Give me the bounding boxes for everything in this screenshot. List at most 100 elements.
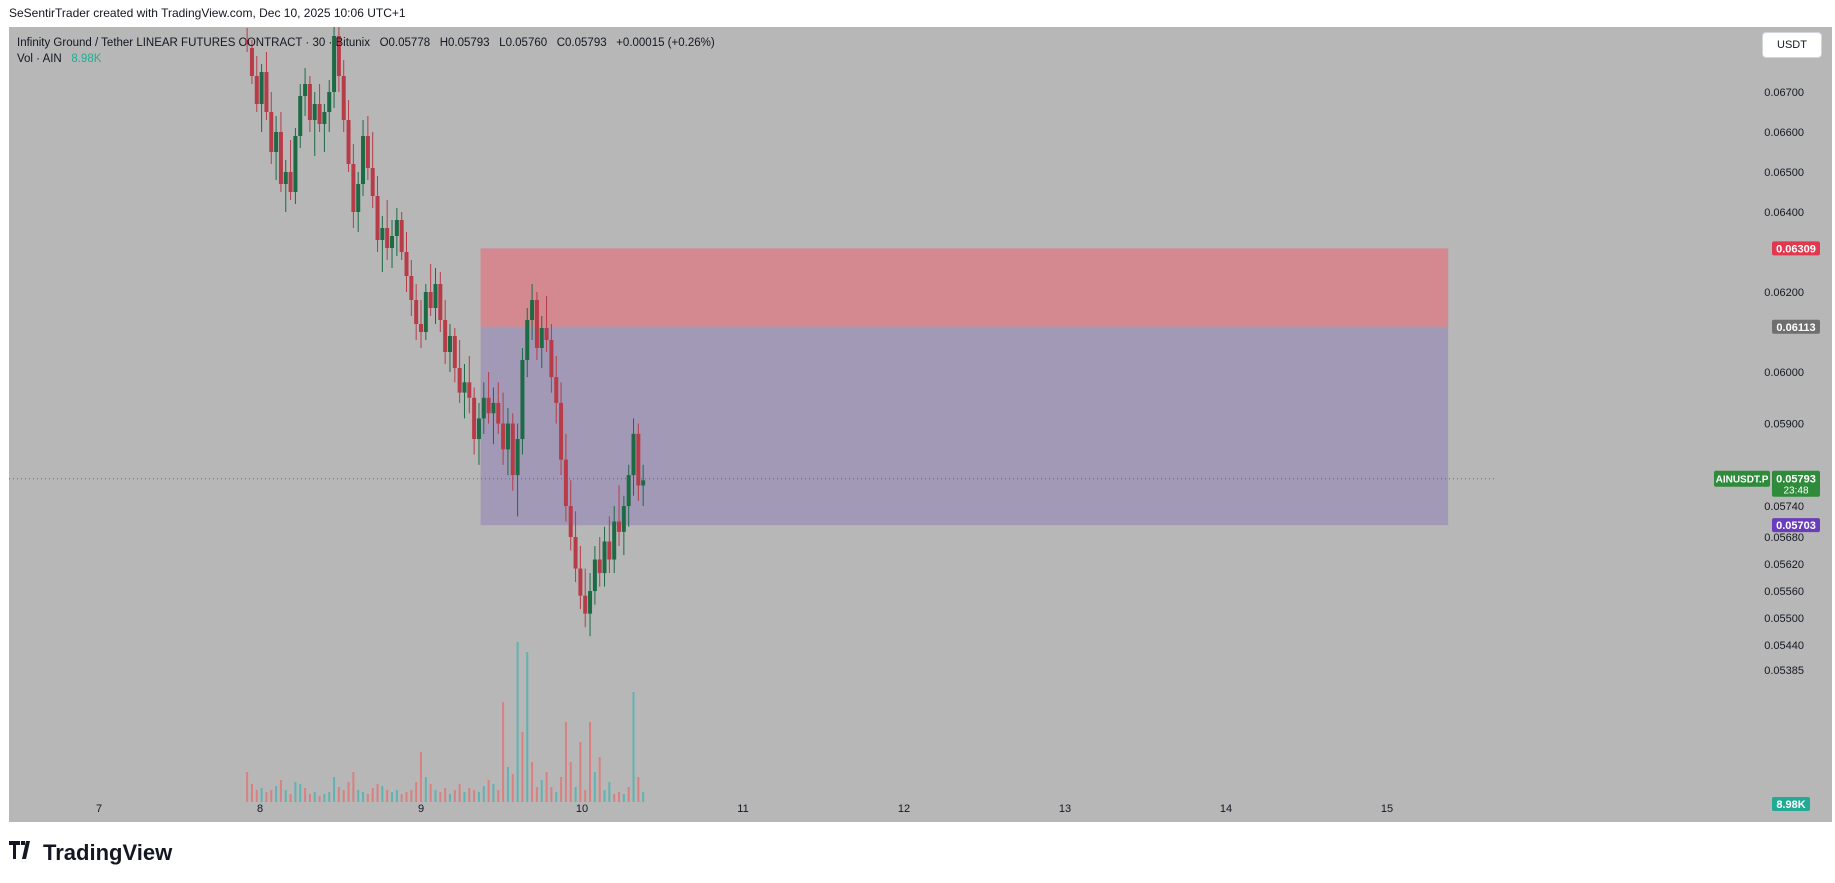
volume-bar [270,790,273,802]
candle-body [472,397,477,440]
symbol-tag-label: AINUSDT.P [1716,475,1769,486]
candle-body [419,324,423,332]
tradingview-logo[interactable]: TradingView [9,840,172,866]
candle-body [457,368,462,393]
candle-body [476,418,481,440]
candle-body [486,397,491,414]
volume-bar [434,790,437,802]
candle-body [278,132,283,184]
tradingview-logo-icon [9,841,37,865]
volume-bar [429,784,432,802]
volume-bar [497,790,500,802]
ohlc-high: H0.05793 [439,37,490,49]
candle-body [462,382,467,393]
price-tag-entry [1772,319,1820,334]
candle-body [394,220,399,236]
candle-body [356,184,361,212]
x-tick-label: 13 [1059,803,1071,815]
candle-body [327,92,332,112]
candle-body [636,433,641,486]
x-tick-label: 9 [418,803,424,815]
volume-bar [531,762,534,802]
candle-body [617,521,622,532]
y-tick-label: 0.05500 [1764,613,1804,625]
volume-bar [593,772,596,802]
volume-bar [279,780,282,802]
candle-body [259,72,264,104]
volume-bar [608,782,611,802]
volume-bar [627,787,630,802]
candle-body [283,172,288,184]
candle-body [641,480,646,486]
x-tick-label: 8 [257,803,263,815]
y-tick-label: 0.05900 [1764,419,1804,431]
volume-bar [468,788,471,802]
candle-body [544,328,549,340]
volume-bar [357,790,360,802]
stop-loss-zone [480,248,1449,327]
x-tick-label: 7 [96,803,102,815]
ohlc-close: C0.05793 [556,37,607,49]
candle-body [399,220,404,252]
y-tick-label: 0.05440 [1764,640,1804,652]
candle-body [602,541,607,574]
currency-button[interactable]: USDT [1762,32,1822,58]
candle-body [447,336,452,352]
price-tag-label: 0.05703 [1776,520,1816,532]
y-tick-label: 0.06600 [1764,127,1804,139]
chart-pane[interactable]: 7891011121314150.068000.067000.066000.06… [9,27,1832,822]
candle-body [423,292,428,332]
volume-bar [308,794,311,802]
ohlc-change: +0.00015 (+0.26%) [616,37,715,49]
candle-body [269,112,274,152]
volume-bar [482,786,485,802]
symbol-title: Infinity Ground / Tether LINEAR FUTURES … [17,37,370,49]
volume-bar [579,742,582,802]
candle-body [390,236,395,248]
volume-bar [362,792,365,802]
volume-bar [564,722,567,802]
y-tick-label: 0.06400 [1764,207,1804,219]
candle-body [573,537,578,569]
price-tag-label: 0.06113 [1776,322,1815,334]
volume-bar [328,792,331,802]
volume-bar [400,794,403,802]
volume-tag-label: 8.98K [1776,799,1805,811]
volume-bar [386,790,389,802]
candle-body [303,84,308,96]
volume-bar [584,790,587,802]
candle-body [583,595,588,614]
candle-body [298,96,303,136]
candle-body [612,521,617,560]
volume-bar [487,780,490,802]
candle-body [332,36,337,92]
candle-body [588,591,593,614]
candle-body [467,382,472,398]
candle-body [385,228,390,248]
volume-bar [569,762,572,802]
candle-body [554,377,559,403]
candle-body [375,196,380,240]
price-chart[interactable]: 7891011121314150.068000.067000.066000.06… [9,27,1832,822]
volume-bar [453,790,456,802]
candle-body [592,559,597,592]
candle-body [409,276,414,300]
y-tick-label: 0.06200 [1764,287,1804,299]
candle-body [341,76,346,120]
volume-label: Vol · AIN [17,53,62,65]
volume-bar [420,752,422,802]
candle-body [505,423,510,450]
volume-bar [492,784,495,802]
candle-body [568,506,573,537]
y-tick-label: 0.06500 [1764,167,1804,179]
volume-bar [540,780,543,802]
volume-bar [502,702,505,802]
volume-bar [622,794,625,802]
candle-body [274,132,279,152]
volume-bar [477,792,480,802]
volume-value: 8.98K [71,53,102,65]
candle-body [510,423,515,476]
x-tick-label: 15 [1381,803,1393,815]
chart-attribution: SeSentirTrader created with TradingView.… [9,6,406,20]
volume-bar [521,732,524,802]
